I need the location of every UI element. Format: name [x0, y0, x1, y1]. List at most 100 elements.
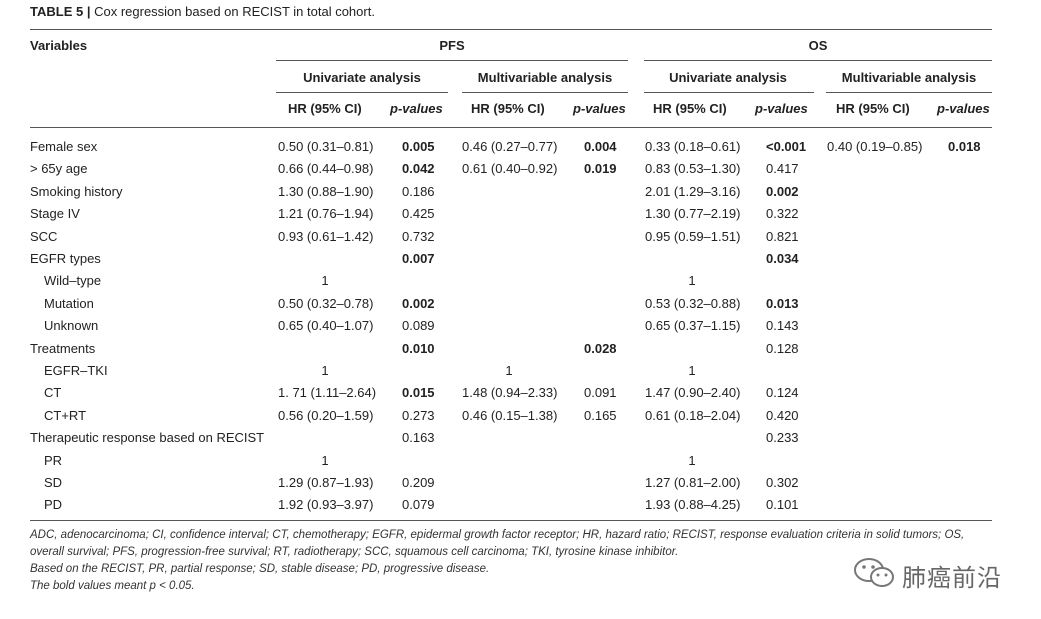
table-cell: 0.322 [766, 206, 799, 221]
table-cell: 0.233 [766, 430, 799, 445]
row-label: EGFR–TKI [44, 363, 108, 378]
table-cell: 0.010 [402, 341, 435, 356]
table-cell: 0.53 (0.32–0.88) [645, 296, 741, 311]
table-cell: 0.65 (0.37–1.15) [645, 318, 741, 333]
table-cell: 1.48 (0.94–2.33) [462, 385, 558, 400]
table-cell: 0.079 [402, 497, 435, 512]
table-cell: 0.65 (0.40–1.07) [278, 318, 374, 333]
table-cell: 1.30 (0.88–1.90) [278, 184, 374, 199]
table-cell: 1.92 (0.93–3.97) [278, 497, 374, 512]
header-variables: Variables [30, 38, 88, 53]
table-cell: 0.50 (0.32–0.78) [278, 296, 374, 311]
header-os-multivariable: Multivariable analysis [841, 70, 977, 85]
table-cell: 0.018 [948, 139, 981, 154]
row-label: > 65y age [30, 161, 88, 176]
table-cell: 0.425 [402, 206, 435, 221]
table-cell: 2.01 (1.29–3.16) [645, 184, 741, 199]
header-hr-2: HR (95% CI) [471, 101, 545, 116]
table-cell: 0.417 [766, 161, 799, 176]
table-cell: 0.165 [584, 408, 617, 423]
table-cell: 0.56 (0.20–1.59) [278, 408, 374, 423]
table-cell: <0.001 [766, 139, 807, 154]
table-cell: 0.302 [766, 475, 799, 490]
table-cell: 1 [688, 453, 696, 468]
row-label: CT+RT [44, 408, 87, 423]
table-cell: 0.019 [584, 161, 617, 176]
table-cell: 0.83 (0.53–1.30) [645, 161, 741, 176]
header-pfs: PFS [439, 38, 465, 53]
table-cell: 0.128 [766, 341, 799, 356]
row-label: Treatments [30, 341, 96, 356]
table-cell: 0.95 (0.59–1.51) [645, 229, 741, 244]
header-pval-2: p-values [573, 101, 626, 116]
table-label: TABLE 5 | [30, 4, 91, 19]
row-label: Female sex [30, 139, 98, 154]
row-label: EGFR types [30, 251, 101, 266]
table-cell: 0.420 [766, 408, 799, 423]
footnote-1: ADC, adenocarcinoma; CI, confidence inte… [30, 529, 965, 541]
table-cell: 0.002 [402, 296, 435, 311]
table-cell: 0.186 [402, 184, 435, 199]
table-cell: 1 [688, 363, 696, 378]
table-cell: 0.163 [402, 430, 435, 445]
table-cell: 0.091 [584, 385, 617, 400]
row-label: SD [44, 475, 63, 490]
os-multi-rule [826, 92, 992, 93]
pfs-uni-rule [276, 92, 448, 93]
table-cell: 0.089 [402, 318, 435, 333]
row-label: Therapeutic response based on RECIST [30, 430, 265, 445]
row-label: PD [44, 497, 63, 512]
os-rule [644, 60, 992, 61]
header-pval-1: p-values [390, 101, 443, 116]
os-uni-rule [644, 92, 814, 93]
header-rule [30, 127, 992, 128]
header-os: OS [808, 38, 828, 53]
table-cell: 0.124 [766, 385, 799, 400]
footnote-2: overall survival; PFS, progression-free … [30, 546, 679, 558]
table-cell: 1.29 (0.87–1.93) [278, 475, 374, 490]
table-cell: 0.732 [402, 229, 435, 244]
footnote-3: Based on the RECIST, PR, partial respons… [30, 563, 490, 575]
table-cell: 1 [688, 273, 696, 288]
table-cell: 0.101 [766, 497, 799, 512]
bottom-rule [30, 520, 992, 521]
table-cell: 0.013 [766, 296, 799, 311]
header-hr-3: HR (95% CI) [653, 101, 727, 116]
table-cell: 0.002 [766, 184, 799, 199]
table-cell: 1.47 (0.90–2.40) [645, 385, 741, 400]
table-cell: 1.93 (0.88–4.25) [645, 497, 741, 512]
watermark: 肺癌前沿 [852, 556, 1022, 592]
header-os-univariate: Univariate analysis [669, 70, 787, 85]
table-cell: 1.30 (0.77–2.19) [645, 206, 741, 221]
row-label: Unknown [44, 318, 99, 333]
table-cell: 1.27 (0.81–2.00) [645, 475, 741, 490]
table-title: Cox regression based on RECIST in total … [94, 4, 375, 19]
header-hr-4: HR (95% CI) [836, 101, 910, 116]
table-cell: 0.61 (0.40–0.92) [462, 161, 558, 176]
pfs-rule [276, 60, 628, 61]
table-cell: 0.004 [584, 139, 617, 154]
table-cell: 0.209 [402, 475, 435, 490]
table-cell: 0.007 [402, 251, 435, 266]
header-pval-3: p-values [755, 101, 808, 116]
table-cell: 0.034 [766, 251, 799, 266]
row-label: Stage IV [30, 206, 80, 221]
table-cell: 1 [321, 363, 329, 378]
table-cell: 0.50 (0.31–0.81) [278, 139, 374, 154]
table-cell: 1.21 (0.76–1.94) [278, 206, 374, 221]
row-label: CT [44, 385, 62, 400]
table-cell: 0.46 (0.27–0.77) [462, 139, 558, 154]
table-cell: 0.66 (0.44–0.98) [278, 161, 374, 176]
row-label: Smoking history [30, 184, 123, 199]
table-cell: 0.61 (0.18–2.04) [645, 408, 741, 423]
row-label: Mutation [44, 296, 94, 311]
table-caption: TABLE 5 | Cox regression based on RECIST… [30, 4, 375, 19]
table-cell: 0.93 (0.61–1.42) [278, 229, 374, 244]
table-cell: 0.015 [402, 385, 435, 400]
table-cell: 0.33 (0.18–0.61) [645, 139, 741, 154]
header-pval-4: p-values [937, 101, 990, 116]
table-cell: 0.143 [766, 318, 799, 333]
top-rule [30, 29, 992, 30]
table-cell: 0.273 [402, 408, 435, 423]
wechat-icon [854, 558, 894, 587]
